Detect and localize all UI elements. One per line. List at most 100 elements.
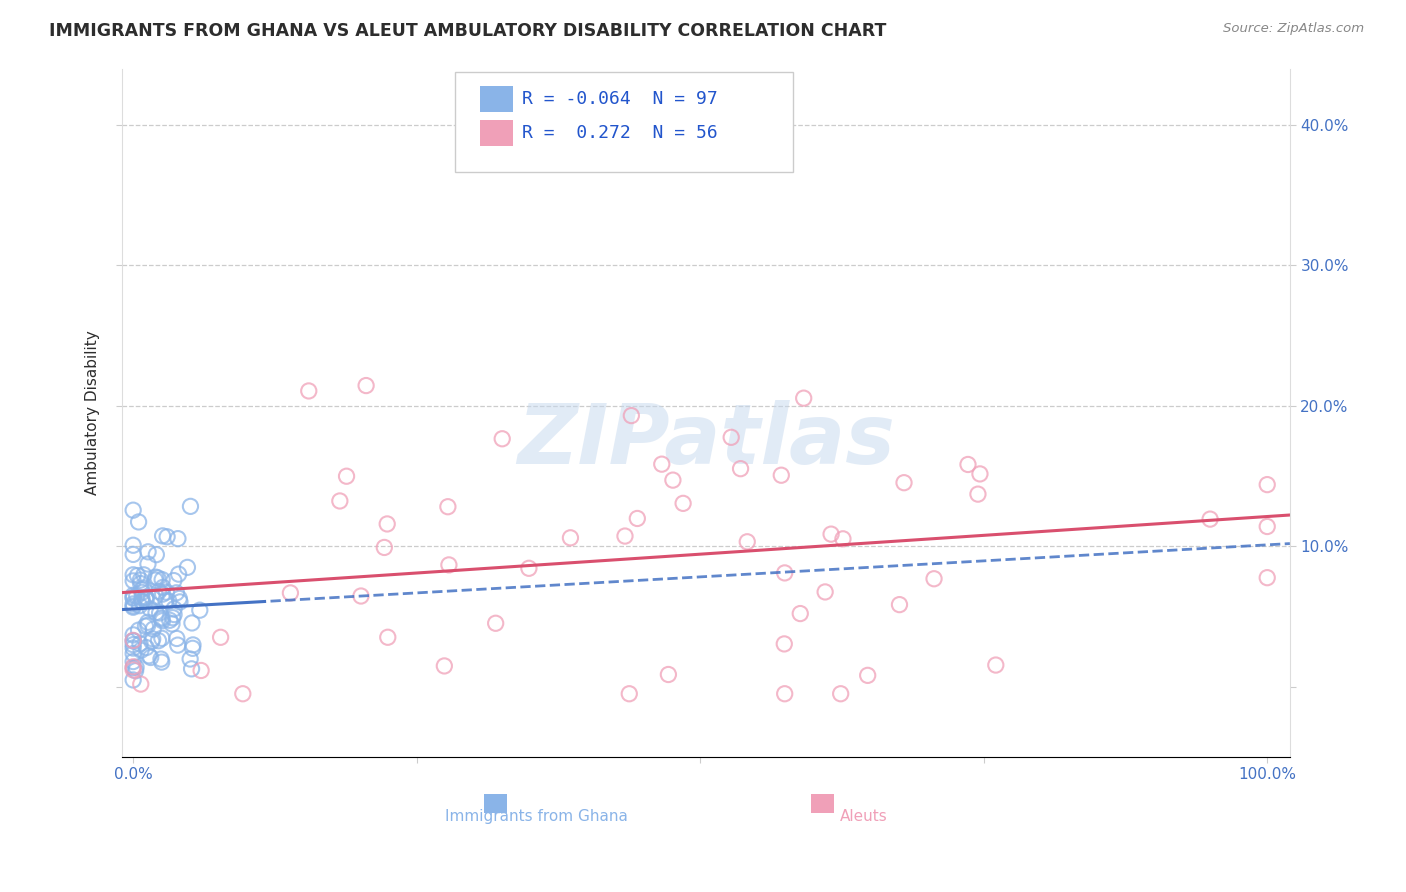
Point xyxy=(122,599,145,614)
Point xyxy=(190,664,212,678)
Text: Source: ZipAtlas.com: Source: ZipAtlas.com xyxy=(1223,22,1364,36)
Point xyxy=(146,571,169,585)
Point xyxy=(132,581,155,595)
Point xyxy=(122,663,145,677)
Point xyxy=(131,594,153,608)
Point xyxy=(619,687,641,701)
Point xyxy=(135,590,157,604)
Point xyxy=(122,655,145,669)
Point xyxy=(162,610,184,624)
Point xyxy=(856,668,879,682)
Point xyxy=(122,597,145,611)
Point xyxy=(122,634,145,648)
Point xyxy=(922,572,945,586)
Point xyxy=(131,591,153,606)
Point xyxy=(155,593,177,607)
Point xyxy=(651,457,673,471)
FancyBboxPatch shape xyxy=(481,86,513,112)
Point xyxy=(485,616,508,631)
Point xyxy=(122,600,145,615)
Point xyxy=(614,529,637,543)
Point xyxy=(143,573,166,587)
Point xyxy=(280,586,302,600)
Point xyxy=(969,467,991,481)
Point xyxy=(1256,571,1278,585)
Text: R = -0.064  N = 97: R = -0.064 N = 97 xyxy=(523,90,718,108)
Point xyxy=(127,568,149,582)
Point xyxy=(179,500,201,514)
Point xyxy=(984,658,1007,673)
Point xyxy=(773,637,796,651)
Point xyxy=(157,594,180,608)
Point xyxy=(169,591,191,606)
Point xyxy=(773,687,796,701)
Point xyxy=(148,633,170,648)
Point xyxy=(889,598,911,612)
Point xyxy=(125,589,148,603)
Point xyxy=(491,432,513,446)
Point xyxy=(893,475,915,490)
Point xyxy=(122,633,145,648)
Point xyxy=(135,591,157,605)
Point xyxy=(122,567,145,582)
Point xyxy=(730,461,752,475)
Point xyxy=(122,538,145,552)
Point xyxy=(129,573,152,587)
Point xyxy=(122,628,145,642)
Point xyxy=(128,623,150,637)
Point xyxy=(131,582,153,597)
Point xyxy=(138,648,160,663)
Point xyxy=(560,531,582,545)
Point xyxy=(135,640,157,655)
Point xyxy=(122,591,145,605)
Point xyxy=(188,603,211,617)
Point xyxy=(150,611,173,625)
Point xyxy=(145,606,167,620)
Point xyxy=(166,632,188,646)
Point xyxy=(136,545,159,559)
Text: R =  0.272  N = 56: R = 0.272 N = 56 xyxy=(523,124,718,142)
Point xyxy=(136,557,159,571)
Point xyxy=(122,673,145,687)
Text: IMMIGRANTS FROM GHANA VS ALEUT AMBULATORY DISABILITY CORRELATION CHART: IMMIGRANTS FROM GHANA VS ALEUT AMBULATOR… xyxy=(49,22,887,40)
Point xyxy=(122,660,145,674)
Point xyxy=(150,632,173,646)
Point xyxy=(122,641,145,656)
Point xyxy=(176,560,198,574)
Point xyxy=(657,667,679,681)
Point xyxy=(377,630,399,644)
Point xyxy=(159,613,181,627)
Point xyxy=(1256,519,1278,533)
Point xyxy=(145,548,167,562)
Point xyxy=(626,511,648,525)
Point xyxy=(335,469,357,483)
Point xyxy=(152,587,174,601)
Point xyxy=(209,630,232,644)
Point xyxy=(232,687,254,701)
Point xyxy=(134,619,156,633)
Point xyxy=(131,594,153,608)
Point xyxy=(128,515,150,529)
Point xyxy=(169,595,191,609)
Point xyxy=(136,615,159,630)
FancyBboxPatch shape xyxy=(484,794,508,814)
Point xyxy=(298,384,321,398)
Point xyxy=(163,574,186,588)
Point xyxy=(125,660,148,674)
Point xyxy=(773,566,796,580)
Point xyxy=(163,607,186,622)
Point xyxy=(122,647,145,661)
Point xyxy=(122,660,145,674)
Point xyxy=(139,650,162,665)
Point xyxy=(163,602,186,616)
Point xyxy=(129,576,152,591)
FancyBboxPatch shape xyxy=(454,72,793,172)
Point xyxy=(832,532,855,546)
Point xyxy=(180,662,202,676)
Point xyxy=(135,592,157,607)
Point xyxy=(150,655,173,669)
Point xyxy=(793,391,815,405)
Point xyxy=(152,614,174,628)
Point xyxy=(181,615,204,630)
Point xyxy=(128,599,150,613)
